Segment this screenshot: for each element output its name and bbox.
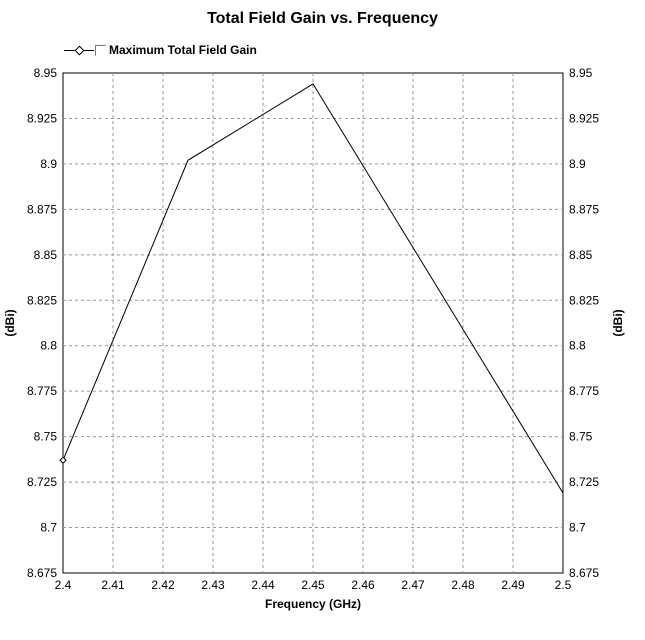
x-tick-label: 2.47 <box>401 578 425 592</box>
x-tick-label: 2.48 <box>451 578 475 592</box>
chart-title: Total Field Gain vs. Frequency <box>207 10 438 27</box>
x-tick-label: 2.46 <box>351 578 375 592</box>
x-axis-title: Frequency (GHz) <box>265 597 361 611</box>
x-tick-label: 2.45 <box>301 578 325 592</box>
y-tick-label-right: 8.875 <box>569 202 599 216</box>
y-tick-label-left: 8.7 <box>40 521 57 535</box>
y-tick-label-left: 8.85 <box>34 248 58 262</box>
y-tick-label-left: 8.8 <box>40 339 57 353</box>
x-tick-label: 2.43 <box>201 578 225 592</box>
legend-toggle-checkbox[interactable] <box>95 44 106 56</box>
y-axis-title-right: (dBi) <box>611 309 625 336</box>
y-tick-label-right: 8.725 <box>569 475 599 489</box>
y-tick-label-left: 8.675 <box>27 566 57 580</box>
y-tick-label-left: 8.75 <box>34 430 58 444</box>
y-tick-label-right: 8.775 <box>569 384 599 398</box>
x-tick-label: 2.42 <box>151 578 175 592</box>
y-tick-label-right: 8.75 <box>569 430 593 444</box>
y-tick-label-left: 8.925 <box>27 111 57 125</box>
x-tick-label: 2.4 <box>55 578 72 592</box>
y-tick-label-left: 8.825 <box>27 293 57 307</box>
data-point-marker <box>59 456 67 464</box>
y-tick-label-right: 8.675 <box>569 566 599 580</box>
y-tick-label-right: 8.7 <box>569 521 586 535</box>
y-tick-label-left: 8.725 <box>27 475 57 489</box>
y-tick-label-right: 8.825 <box>569 293 599 307</box>
y-tick-label-right: 8.8 <box>569 339 586 353</box>
y-tick-label-left: 8.775 <box>27 384 57 398</box>
series-line <box>62 83 564 494</box>
y-axis-title-left: (dBi) <box>3 309 17 336</box>
y-tick-label-right: 8.925 <box>569 111 599 125</box>
legend-line-marker-icon <box>64 43 94 57</box>
y-tick-label-left: 8.95 <box>34 66 58 80</box>
y-tick-label-left: 8.875 <box>27 202 57 216</box>
legend-series-label: Maximum Total Field Gain <box>109 43 257 57</box>
x-tick-label: 2.41 <box>101 578 125 592</box>
x-tick-label: 2.44 <box>251 578 275 592</box>
y-tick-label-right: 8.9 <box>569 157 586 171</box>
y-tick-label-right: 8.95 <box>569 66 593 80</box>
x-tick-label: 2.49 <box>501 578 525 592</box>
x-tick-label: 2.5 <box>555 578 572 592</box>
legend: Maximum Total Field Gain <box>64 42 257 58</box>
y-tick-label-right: 8.85 <box>569 248 593 262</box>
y-tick-label-left: 8.9 <box>40 157 57 171</box>
